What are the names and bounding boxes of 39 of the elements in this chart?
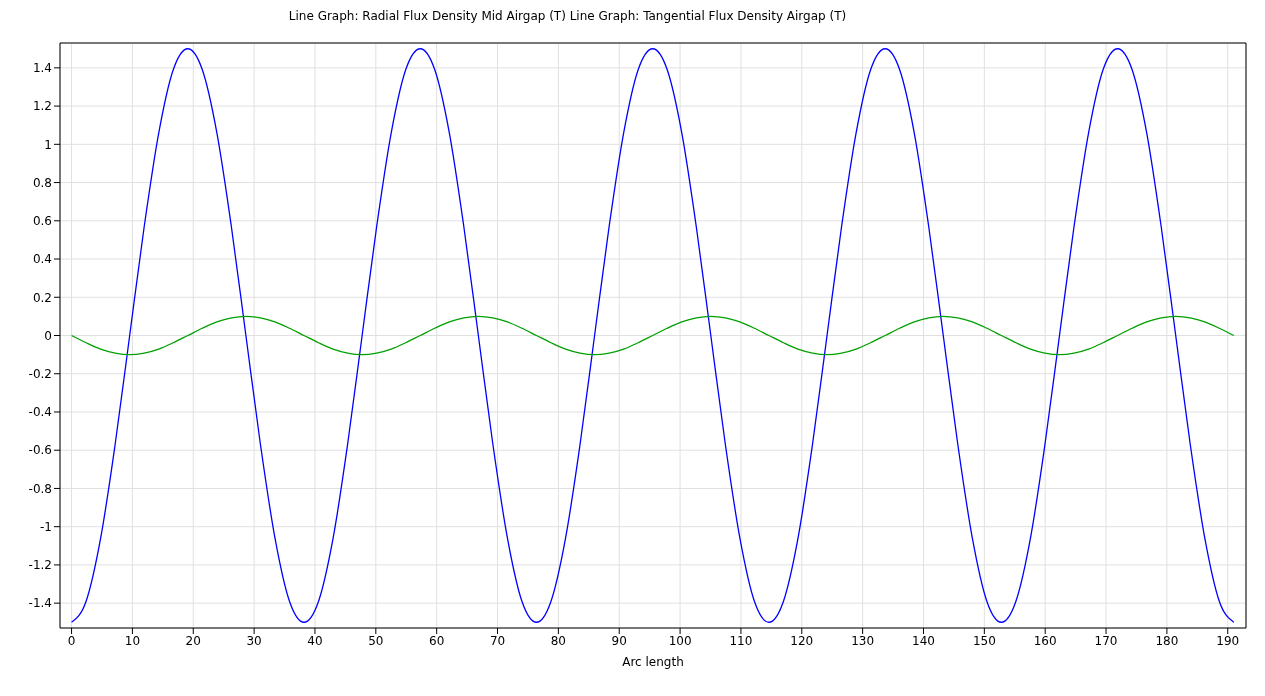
y-tick-label: 1.4 [32, 61, 52, 76]
x-tick-label: 70 [489, 633, 506, 648]
y-tick-label: -0.6 [28, 443, 52, 458]
x-tick-label: 10 [124, 633, 141, 648]
x-tick-label: 60 [429, 633, 445, 648]
y-tick-label: -0.2 [28, 367, 52, 381]
y-tick-label: 1.2 [32, 99, 52, 114]
y-tick-label: 1 [44, 137, 52, 152]
x-tick-label: 170 [1094, 633, 1118, 648]
x-tick-label: 80 [550, 633, 567, 648]
y-tick-label: -1.2 [28, 558, 52, 573]
x-tick-label: 100 [668, 633, 692, 648]
y-tick-label: -1 [40, 519, 52, 534]
y-tick-label: 0.8 [32, 175, 52, 190]
x-tick-label: 40 [307, 633, 323, 648]
y-tick-label: 0.2 [32, 290, 52, 305]
chart-title: Line Graph: Radial Flux Density Mid Airgap (T) Line Graph: Tangential Flux Density Airgap (T) [287, 8, 848, 25]
x-tick-label: 0 [67, 633, 76, 648]
x-tick-label: 180 [1155, 633, 1179, 648]
x-tick-label: 140 [912, 633, 935, 648]
x-tick-label: 30 [246, 633, 262, 648]
x-tick-label: 90 [611, 633, 627, 648]
line-series [70, 315, 1235, 356]
y-tick-label: -0.8 [28, 481, 52, 496]
y-tick-label: -1.4 [28, 596, 52, 611]
x-tick-label: 20 [185, 633, 201, 648]
x-tick-label: 110 [729, 633, 753, 648]
y-tick-label: 0.6 [32, 214, 52, 229]
x-tick-label: 130 [851, 633, 875, 648]
x-tick-label: 160 [1033, 633, 1057, 648]
x-tick-label: 150 [972, 633, 996, 648]
x-tick-label: 120 [790, 633, 814, 648]
y-tick-label: -0.4 [28, 405, 52, 420]
x-tick-label: 190 [1216, 633, 1240, 648]
y-tick-label: 0.4 [32, 252, 52, 267]
y-tick-label: 0 [44, 328, 52, 343]
line-series [70, 48, 1235, 623]
x-axis-title: Arc length [622, 655, 684, 669]
x-tick-label: 50 [368, 633, 384, 648]
